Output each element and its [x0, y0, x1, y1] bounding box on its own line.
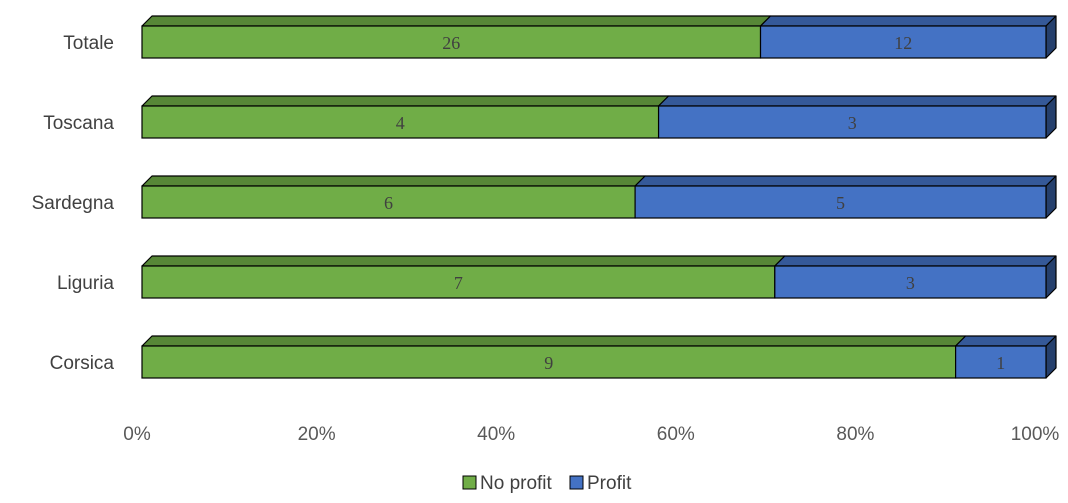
bar-segment-profit	[774, 265, 1047, 299]
bar-top-face	[634, 175, 1057, 187]
data-label: 12	[894, 33, 912, 53]
bars-group: 26 124 36 57 39 1	[141, 15, 1057, 379]
bar-top-face	[759, 15, 1057, 27]
legend: No profit Profit	[462, 473, 632, 494]
bar-segment-no-profit	[141, 265, 776, 299]
legend-label: Profit	[587, 473, 632, 494]
bar-top-face	[141, 335, 967, 347]
bar-segment-profit	[657, 105, 1047, 139]
x-tick-label: 20%	[298, 424, 336, 445]
x-tick-label: 80%	[836, 424, 874, 445]
bar-segment-no-profit	[141, 345, 957, 379]
bar-top-face	[141, 255, 786, 267]
data-label: 26	[442, 33, 460, 53]
data-label: 1	[996, 353, 1005, 373]
data-label: 3	[848, 113, 857, 133]
data-label: 6	[384, 193, 393, 213]
bar-top-face	[657, 95, 1057, 107]
bar-top-face	[141, 95, 670, 107]
data-label: 4	[396, 113, 405, 133]
x-tick-label: 100%	[1011, 424, 1060, 445]
category-label: Corsica	[50, 353, 115, 374]
legend-swatch	[462, 475, 477, 490]
x-tick-label: 60%	[657, 424, 695, 445]
legend-swatch	[569, 475, 584, 490]
data-label: 9	[544, 353, 553, 373]
data-label: 7	[454, 273, 463, 293]
category-label: Toscana	[43, 113, 114, 134]
bar-segment-profit	[759, 25, 1047, 59]
bar-segment-no-profit	[141, 25, 762, 59]
bar-row: 26 12	[141, 15, 1057, 59]
category-label: Liguria	[57, 273, 114, 294]
bar-segment-profit	[954, 345, 1047, 379]
data-label: 5	[836, 193, 845, 213]
category-label: Sardegna	[32, 193, 115, 214]
legend-label: No profit	[480, 473, 553, 494]
bar-top-face	[141, 175, 646, 187]
bar-segment-profit	[634, 185, 1047, 219]
data-label: 3	[906, 273, 915, 293]
bar-top-face	[141, 15, 772, 27]
x-tick-label: 0%	[123, 424, 151, 445]
bar-top-face	[774, 255, 1057, 267]
category-label: Totale	[63, 33, 114, 54]
bar-top-face	[954, 335, 1057, 347]
x-tick-label: 40%	[477, 424, 515, 445]
